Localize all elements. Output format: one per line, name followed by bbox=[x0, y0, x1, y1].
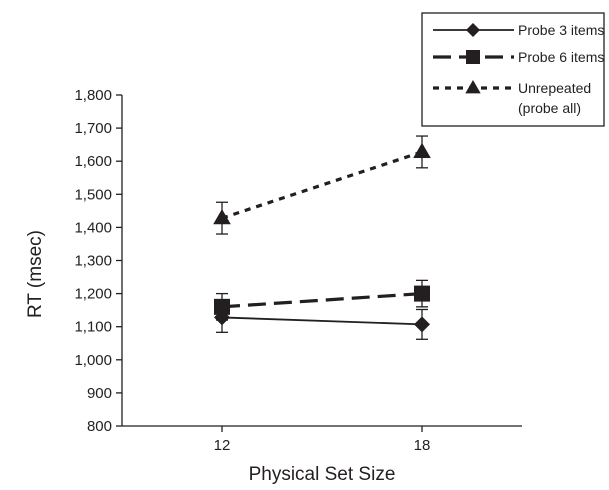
y-tick-label: 1,800 bbox=[74, 87, 112, 104]
legend-label: Probe 3 items bbox=[518, 22, 604, 38]
triangle-marker bbox=[413, 142, 431, 159]
series-3 bbox=[213, 135, 431, 235]
y-tick-label: 1,100 bbox=[74, 319, 112, 336]
series-line bbox=[221, 316, 423, 326]
legend-box bbox=[421, 12, 605, 127]
y-tick-label: 1,300 bbox=[74, 253, 112, 270]
series-2 bbox=[214, 279, 430, 321]
y-tick-label: 1,500 bbox=[74, 186, 112, 203]
triangle-marker bbox=[213, 209, 231, 225]
y-tick-label: 900 bbox=[87, 385, 112, 402]
legend-label: (probe all) bbox=[518, 100, 581, 116]
x-tick-label: 12 bbox=[214, 437, 231, 454]
diamond-marker bbox=[466, 23, 480, 37]
diamond-marker bbox=[414, 316, 430, 333]
x-tick-label: 18 bbox=[414, 437, 431, 454]
y-tick-label: 800 bbox=[87, 418, 112, 435]
square-marker bbox=[466, 50, 480, 64]
legend-label: Unrepeated bbox=[518, 80, 591, 96]
x-axis-ticks: 12 18 bbox=[214, 426, 431, 454]
y-tick-label: 1,400 bbox=[74, 219, 112, 236]
y-tick-label: 1,700 bbox=[74, 120, 112, 137]
legend: Probe 3 items Probe 6 items Unrepeated (pro… bbox=[421, 12, 605, 127]
series-1 bbox=[214, 301, 430, 340]
y-axis-ticks: 800 900 1,000 1,100 1,200 1,300 1,400 1,500 1,60… bbox=[74, 87, 122, 435]
y-axis-label: RT (msec) bbox=[25, 230, 46, 318]
chart-axes bbox=[121, 95, 522, 427]
y-tick-label: 1,200 bbox=[74, 286, 112, 303]
series-group bbox=[213, 135, 431, 340]
legend-label: Probe 6 items bbox=[518, 49, 604, 65]
y-tick-label: 1,000 bbox=[74, 352, 112, 369]
triangle-marker bbox=[465, 80, 481, 94]
square-marker bbox=[414, 285, 430, 302]
y-tick-label: 1,600 bbox=[74, 153, 112, 170]
x-axis-label: Physical Set Size bbox=[249, 464, 396, 485]
series-line bbox=[221, 150, 423, 220]
square-marker bbox=[214, 298, 230, 315]
series-line bbox=[221, 292, 423, 309]
